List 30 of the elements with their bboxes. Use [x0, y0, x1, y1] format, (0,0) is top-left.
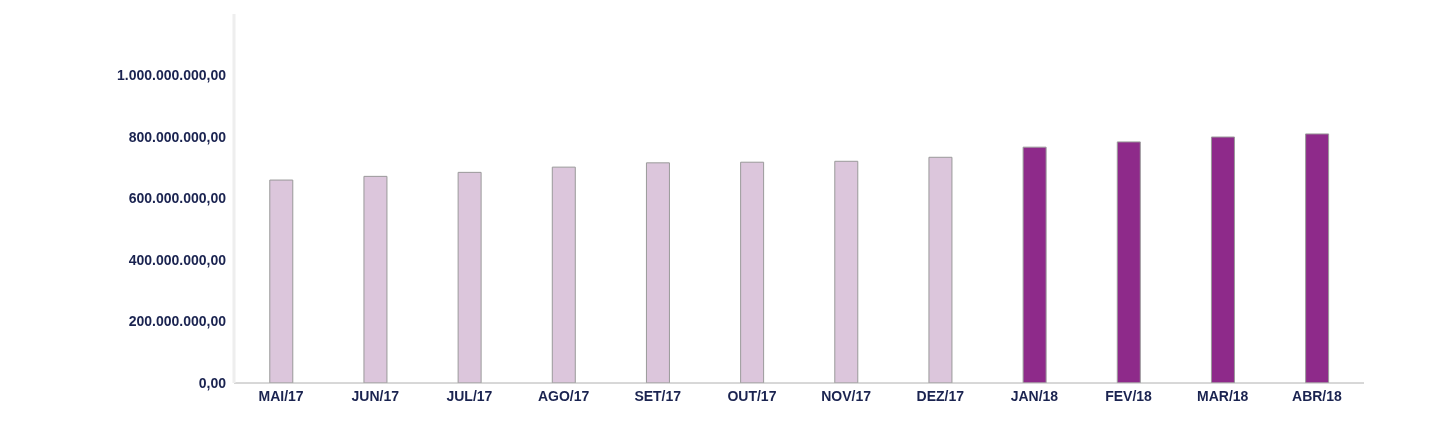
x-tick-label: JUN/17	[351, 387, 400, 404]
x-tick-label: JUL/17	[446, 387, 493, 404]
x-tick-label: JAN/18	[1010, 387, 1059, 404]
bar	[1022, 146, 1047, 383]
x-tick-label: NOV/17	[821, 387, 872, 404]
x-tick-label: ABR/18	[1292, 387, 1343, 404]
x-tick-label: DEZ/17	[916, 387, 965, 404]
bar	[645, 162, 670, 383]
bar	[457, 171, 482, 383]
x-tick-label: MAI/17	[258, 387, 304, 404]
bar	[551, 166, 576, 383]
x-tick-label: FEV/18	[1105, 387, 1153, 404]
bar	[834, 160, 859, 383]
bar	[740, 161, 765, 383]
bar	[1116, 141, 1141, 383]
y-tick-label: 400.000.000,00	[128, 251, 227, 268]
y-tick-label: 800.000.000,00	[128, 128, 227, 145]
y-tick-label: 0,00	[198, 374, 227, 391]
x-tick-label: SET/17	[634, 387, 682, 404]
y-tick-label: 200.000.000,00	[128, 313, 227, 330]
bar	[1305, 133, 1330, 383]
bar	[1210, 136, 1235, 383]
bar	[363, 175, 388, 383]
x-tick-label: MAR/18	[1197, 387, 1249, 404]
y-tick-label: 1.000.000.000,00	[117, 67, 227, 84]
bar	[269, 179, 294, 383]
bar	[928, 156, 953, 383]
x-tick-label: AGO/17	[537, 387, 590, 404]
x-tick-label: OUT/17	[727, 387, 777, 404]
y-tick-label: 600.000.000,00	[128, 190, 227, 207]
